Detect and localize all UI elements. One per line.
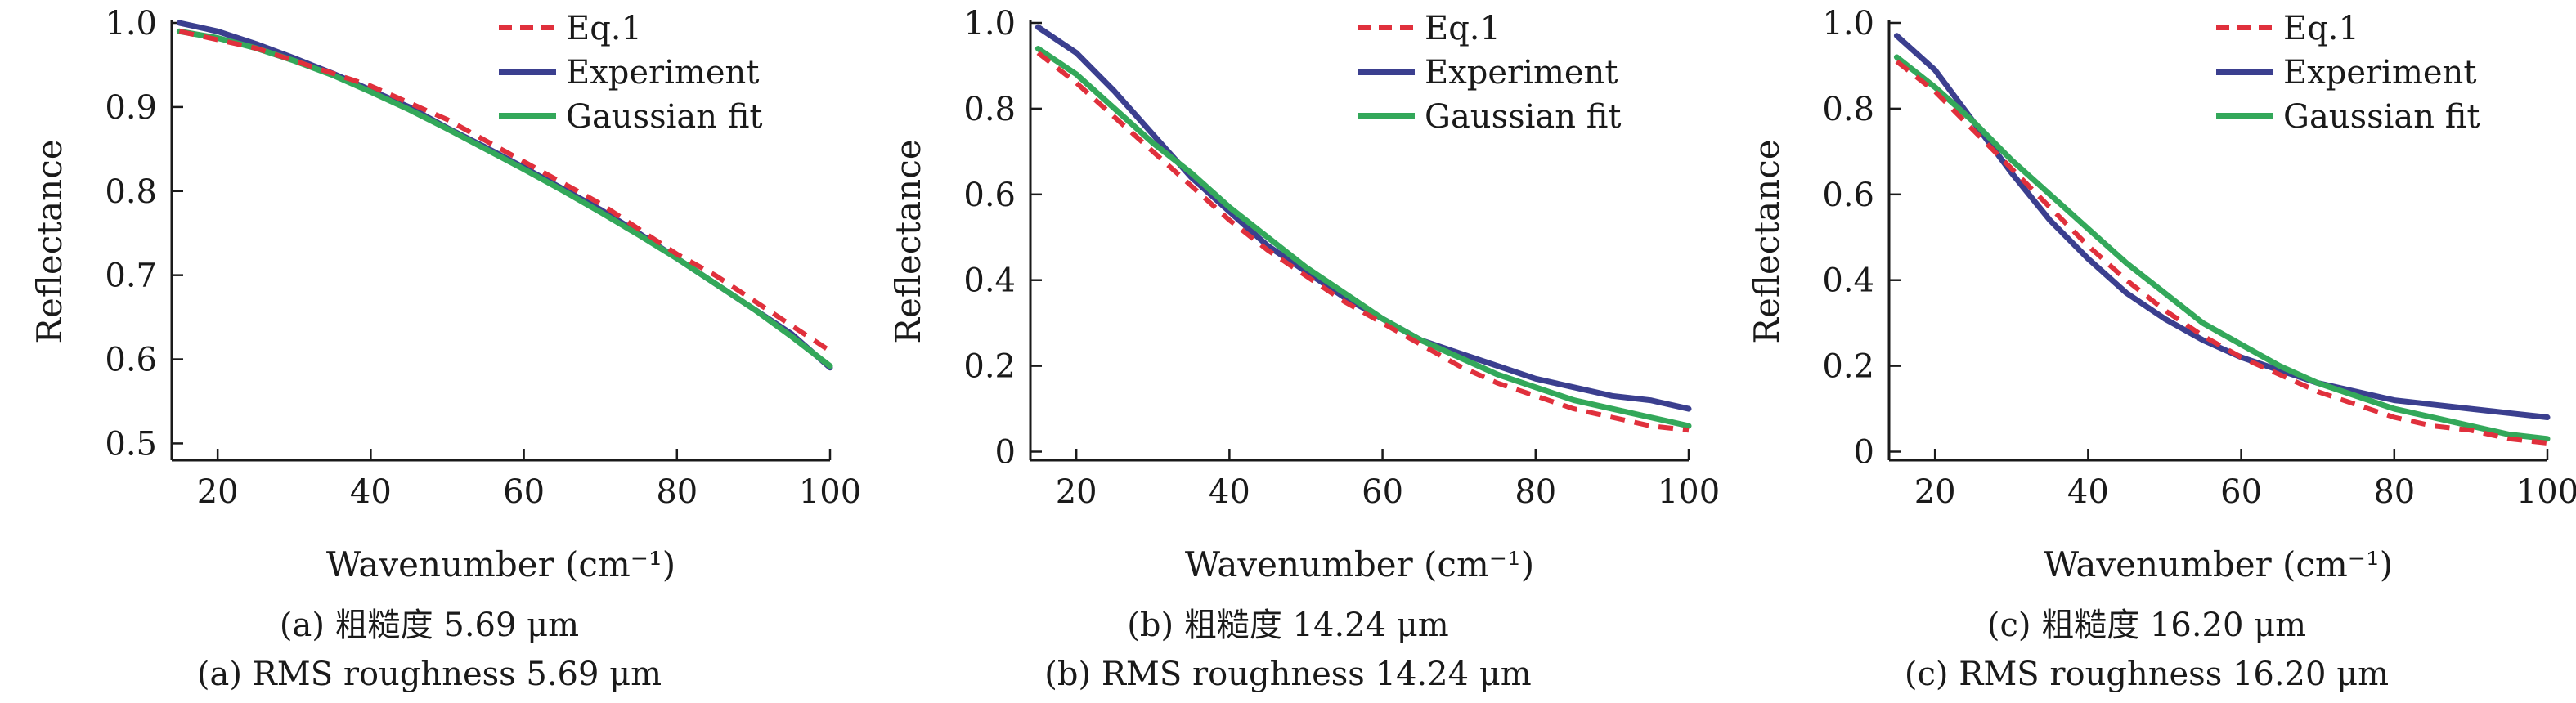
legend-label-experiment: Experiment bbox=[1425, 54, 1618, 92]
x-tick-label: 40 bbox=[1209, 473, 1250, 511]
x-tick-label: 20 bbox=[1056, 473, 1097, 511]
x-tick-label: 80 bbox=[1515, 473, 1556, 511]
x-tick-label: 100 bbox=[1658, 473, 1720, 511]
caption-en-b: (b) RMS roughness 14.24 μm bbox=[1044, 656, 1532, 693]
x-axis-label: Wavenumber (cm⁻¹) bbox=[1185, 544, 1534, 584]
legend-label-experiment: Experiment bbox=[566, 54, 759, 92]
y-tick-label: 0.8 bbox=[105, 173, 157, 211]
legend-label-gaussian-fit: Gaussian fit bbox=[2283, 98, 2480, 136]
y-axis-label: Reflectance bbox=[1747, 139, 1787, 343]
series-line-eq1 bbox=[1895, 59, 2548, 446]
x-tick-label: 40 bbox=[350, 473, 392, 511]
y-tick-label: 0.6 bbox=[963, 177, 1016, 214]
chart-panel-a: 0.5 0.6 0.7 0.8 0.9 1.0 20 40 60 80 100 Wavenumber … bbox=[0, 0, 861, 703]
x-tick-label: 60 bbox=[1362, 473, 1403, 511]
y-tick-label: 0.8 bbox=[1822, 91, 1874, 128]
y-tick-label: 1.0 bbox=[105, 5, 157, 43]
x-tick-label: 100 bbox=[799, 473, 861, 511]
caption-en-a: (a) RMS roughness 5.69 μm bbox=[196, 656, 662, 693]
legend-label-gaussian-fit: Gaussian fit bbox=[1425, 98, 1622, 136]
x-tick-label: 80 bbox=[656, 473, 698, 511]
x-axis-label: Wavenumber (cm⁻¹) bbox=[2044, 544, 2393, 584]
chart-svg-b: 0 0.2 0.4 0.6 0.8 1.0 20 40 60 80 100 Wavenumber (c… bbox=[888, 5, 1720, 584]
x-tick-label: 20 bbox=[1914, 473, 1956, 511]
x-tick-label: 20 bbox=[197, 473, 239, 511]
y-tick-label: 0.8 bbox=[963, 91, 1016, 128]
legend-label-eq1: Eq.1 bbox=[566, 10, 642, 47]
x-axis-label: Wavenumber (cm⁻¹) bbox=[326, 544, 675, 584]
y-tick-label: 0 bbox=[995, 434, 1016, 472]
legend-label-experiment: Experiment bbox=[2283, 54, 2476, 92]
caption-cn-a: (a) 粗糙度 5.69 μm bbox=[279, 607, 580, 644]
x-tick-label: 60 bbox=[2220, 473, 2262, 511]
chart-svg-c: 0 0.2 0.4 0.6 0.8 1.0 20 40 60 80 100 Wavenumber (c… bbox=[1747, 5, 2576, 584]
y-axis-label: Reflectance bbox=[29, 139, 70, 343]
legend-label-eq1: Eq.1 bbox=[2283, 10, 2359, 47]
y-tick-label: 0.6 bbox=[1822, 177, 1874, 214]
caption-cn-c: (c) 粗糙度 16.20 μm bbox=[1986, 607, 2307, 644]
series-line-experiment bbox=[1893, 33, 2551, 420]
caption-en-c: (c) RMS roughness 16.20 μm bbox=[1904, 656, 2390, 693]
y-tick-label: 0.4 bbox=[963, 262, 1016, 300]
x-tick-label: 100 bbox=[2516, 473, 2576, 511]
y-tick-label: 0.7 bbox=[105, 257, 157, 295]
y-tick-label: 0 bbox=[1854, 434, 1874, 472]
caption-cn-b: (b) 粗糙度 14.24 μm bbox=[1127, 607, 1449, 644]
y-tick-label: 0.9 bbox=[105, 89, 157, 127]
y-tick-label: 0.4 bbox=[1822, 262, 1874, 300]
chart-svg-a: 0.5 0.6 0.7 0.8 0.9 1.0 20 40 60 80 100 Wavenumber … bbox=[29, 5, 861, 584]
series-line-gaussian-fit bbox=[1893, 54, 2551, 442]
y-tick-label: 0.6 bbox=[105, 342, 157, 379]
y-tick-label: 1.0 bbox=[1822, 5, 1874, 43]
legend-label-eq1: Eq.1 bbox=[1425, 10, 1501, 47]
x-tick-label: 60 bbox=[503, 473, 545, 511]
series-line-eq1 bbox=[178, 29, 832, 353]
y-tick-label: 0.2 bbox=[963, 348, 1016, 386]
series-line-gaussian-fit bbox=[1034, 46, 1692, 429]
legend-label-gaussian-fit: Gaussian fit bbox=[566, 98, 763, 136]
x-tick-label: 40 bbox=[2067, 473, 2109, 511]
chart-panel-b: 0 0.2 0.4 0.6 0.8 1.0 20 40 60 80 100 Wavenumber (c… bbox=[859, 0, 1720, 703]
y-tick-label: 0.5 bbox=[105, 425, 157, 463]
y-tick-label: 1.0 bbox=[963, 5, 1016, 43]
x-tick-label: 80 bbox=[2373, 473, 2415, 511]
y-tick-label: 0.2 bbox=[1822, 348, 1874, 386]
chart-panel-c: 0 0.2 0.4 0.6 0.8 1.0 20 40 60 80 100 Wavenumber (c… bbox=[1717, 0, 2576, 703]
y-axis-label: Reflectance bbox=[888, 139, 928, 343]
series-line-eq1 bbox=[1036, 51, 1690, 433]
